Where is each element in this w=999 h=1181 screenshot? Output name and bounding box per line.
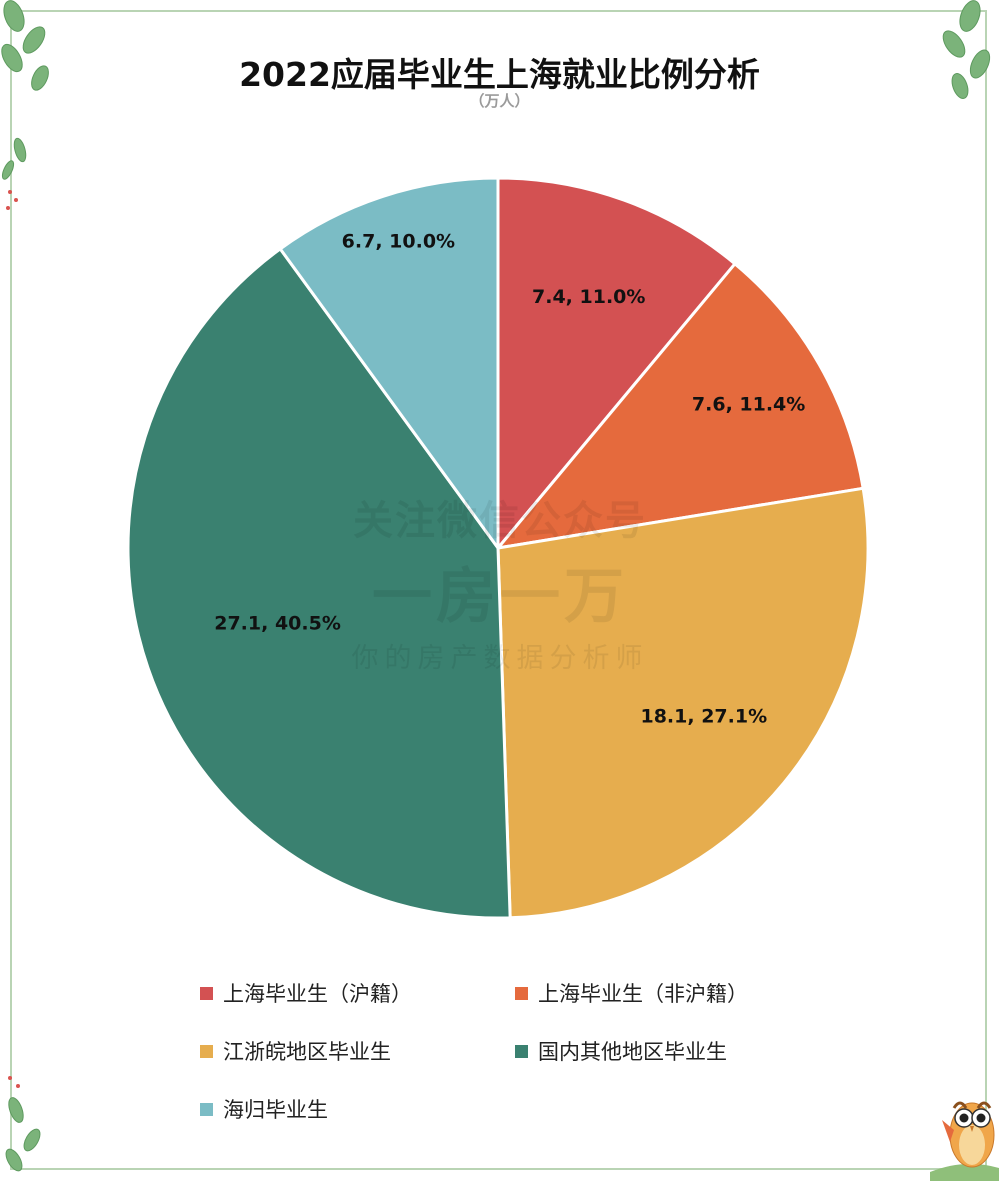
pie-slice bbox=[496, 176, 738, 553]
owl-mascot-icon bbox=[930, 1101, 999, 1181]
leaf-decoration-icon bbox=[1, 0, 49, 210]
slice-data-label: 7.6, 11.4% bbox=[692, 393, 805, 415]
slice-data-label: 6.7, 10.0% bbox=[342, 230, 455, 252]
slice-data-label: 7.4, 11.0% bbox=[532, 286, 645, 308]
pie-slice bbox=[494, 261, 865, 551]
pie-slice bbox=[278, 176, 500, 553]
page-frame bbox=[10, 10, 987, 1170]
chart-subtitle: （万人） bbox=[469, 92, 530, 110]
pie-slice bbox=[126, 246, 512, 920]
slice-data-label: 18.1, 27.1% bbox=[640, 706, 767, 728]
chart-title: 2022应届毕业生上海就业比例分析 bbox=[239, 55, 760, 94]
leaf-decoration-icon bbox=[5, 1076, 41, 1172]
pie-slice bbox=[496, 486, 870, 920]
watermark-line-3: 你的房产数据分析师 bbox=[351, 643, 649, 674]
slice-data-label: 27.1, 40.5% bbox=[214, 612, 341, 634]
watermark-line-2: 一房一万 bbox=[372, 562, 628, 632]
leaf-decoration-icon bbox=[942, 0, 991, 99]
watermark-line-1: 关注微信公众号 bbox=[353, 498, 647, 544]
